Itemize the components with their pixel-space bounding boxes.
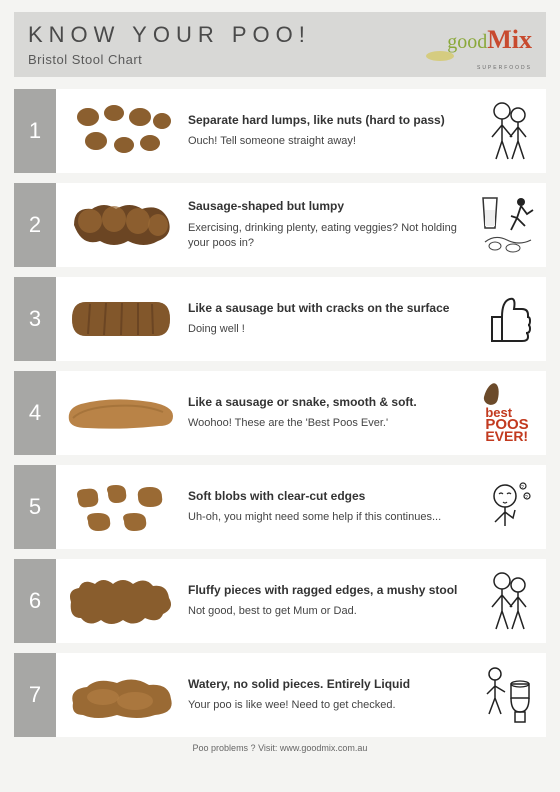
row-body: Your poo is like wee! Need to get checke… <box>188 698 464 713</box>
chart-row: 7 Watery, no solid pieces. Entirely Liqu… <box>14 653 546 737</box>
stool-illustration-icon <box>62 377 180 449</box>
svg-text:?: ? <box>525 495 528 501</box>
page-title: KNOW YOUR POO! <box>28 22 422 48</box>
stool-illustration-icon <box>62 283 180 355</box>
row-text: Like a sausage but with cracks on the su… <box>188 301 468 337</box>
row-text: Watery, no solid pieces. Entirely Liquid… <box>188 677 468 713</box>
stool-illustration-icon <box>62 659 180 731</box>
row-body: Doing well ! <box>188 322 464 337</box>
row-content: Separate hard lumps, like nuts (hard to … <box>56 89 546 173</box>
row-content: Like a sausage but with cracks on the su… <box>56 277 546 361</box>
row-content: Fluffy pieces with ragged edges, a mushy… <box>56 559 546 643</box>
chart-rows: 1 Separate hard lumps, like nuts (hard t… <box>14 89 546 737</box>
header: KNOW YOUR POO! Bristol Stool Chart goodM… <box>14 12 546 77</box>
row-heading: Like a sausage but with cracks on the su… <box>188 301 464 317</box>
bpe-line3: EVER! <box>485 431 528 443</box>
row-text: Like a sausage or snake, smooth & soft. … <box>188 395 468 431</box>
row-content: Sausage-shaped but lumpy Exercising, dri… <box>56 183 546 267</box>
footer-text: Poo problems ? Visit: www.goodmix.com.au <box>14 743 546 753</box>
row-number: 2 <box>14 183 56 267</box>
stool-illustration-icon <box>62 471 180 543</box>
side-illustration-icon: ? ? <box>476 471 538 543</box>
chart-row: 6 Fluffy pieces with ragged edges, a mus… <box>14 559 546 643</box>
drop-icon <box>483 381 502 406</box>
logo-text-mix: Mix <box>487 25 532 55</box>
row-body: Not good, best to get Mum or Dad. <box>188 604 464 619</box>
row-content: Watery, no solid pieces. Entirely Liquid… <box>56 653 546 737</box>
side-illustration-icon: best POOS EVER! <box>476 377 538 449</box>
page: KNOW YOUR POO! Bristol Stool Chart goodM… <box>0 0 560 792</box>
logo-seed-icon <box>426 51 454 61</box>
best-poos-badge: best POOS EVER! <box>485 383 528 443</box>
row-text: Fluffy pieces with ragged edges, a mushy… <box>188 583 468 619</box>
row-number: 4 <box>14 371 56 455</box>
row-content: Soft blobs with clear-cut edges Uh-oh, y… <box>56 465 546 549</box>
side-illustration-icon <box>476 189 538 261</box>
row-number: 5 <box>14 465 56 549</box>
row-text: Sausage-shaped but lumpy Exercising, dri… <box>188 199 468 250</box>
row-text: Soft blobs with clear-cut edges Uh-oh, y… <box>188 489 468 525</box>
side-illustration-icon <box>476 95 538 167</box>
stool-illustration-icon <box>62 565 180 637</box>
row-number: 6 <box>14 559 56 643</box>
row-body: Exercising, drinking plenty, eating vegg… <box>188 221 464 251</box>
row-heading: Watery, no solid pieces. Entirely Liquid <box>188 677 464 693</box>
row-heading: Like a sausage or snake, smooth & soft. <box>188 395 464 411</box>
row-heading: Separate hard lumps, like nuts (hard to … <box>188 113 464 129</box>
row-heading: Sausage-shaped but lumpy <box>188 199 464 215</box>
logo-text-good: good <box>447 31 487 54</box>
header-left: KNOW YOUR POO! Bristol Stool Chart <box>28 22 422 67</box>
logo: goodMix SUPERFOODS <box>422 25 532 65</box>
logo-subtext: SUPERFOODS <box>477 65 532 71</box>
row-number: 7 <box>14 653 56 737</box>
row-body: Ouch! Tell someone straight away! <box>188 134 464 149</box>
chart-row: 5 Soft blobs with clear-cut edges Uh-oh,… <box>14 465 546 549</box>
row-heading: Fluffy pieces with ragged edges, a mushy… <box>188 583 464 599</box>
stool-illustration-icon <box>62 189 180 261</box>
stool-illustration-icon <box>62 95 180 167</box>
svg-text:?: ? <box>521 485 524 491</box>
row-body: Uh-oh, you might need some help if this … <box>188 510 464 525</box>
row-number: 1 <box>14 89 56 173</box>
row-heading: Soft blobs with clear-cut edges <box>188 489 464 505</box>
row-text: Separate hard lumps, like nuts (hard to … <box>188 113 468 149</box>
side-illustration-icon <box>476 283 538 355</box>
row-content: Like a sausage or snake, smooth & soft. … <box>56 371 546 455</box>
chart-row: 2 Sausage-shaped but lumpy Exercising, d… <box>14 183 546 267</box>
side-illustration-icon <box>476 565 538 637</box>
page-subtitle: Bristol Stool Chart <box>28 52 422 67</box>
chart-row: 4 Like a sausage or snake, smooth & soft… <box>14 371 546 455</box>
row-body: Woohoo! These are the 'Best Poos Ever.' <box>188 416 464 431</box>
chart-row: 1 Separate hard lumps, like nuts (hard t… <box>14 89 546 173</box>
side-illustration-icon <box>476 659 538 731</box>
chart-row: 3 Like a sausage but with cracks on the … <box>14 277 546 361</box>
row-number: 3 <box>14 277 56 361</box>
